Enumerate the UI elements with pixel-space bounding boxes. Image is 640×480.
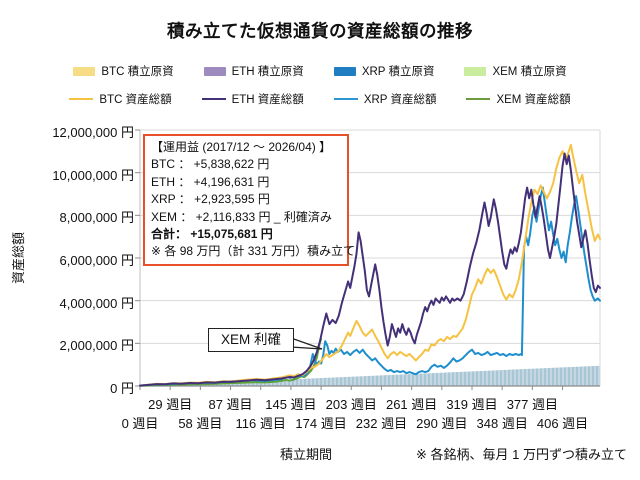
x-tick-label: 406 週目 (536, 416, 589, 431)
annotation-title: 【運用益 (2017/12 ～ 2026/04) 】 (151, 140, 332, 154)
x-tick-label: 145 週目 (265, 397, 317, 412)
xem-profit-callout: XEM 利確 (208, 328, 294, 352)
y-tick-label: 4,000,000 円 (59, 295, 134, 311)
legend-item-value-2: XRP 資産総額 (333, 91, 437, 107)
annotation-box: 【運用益 (2017/12 ～ 2026/04) 】 BTC ： +5,838,… (143, 134, 356, 266)
legend-item-value-3: XEM 資産総額 (466, 91, 571, 107)
x-tick-label: 29 週目 (148, 397, 193, 412)
series-line-xem (139, 338, 323, 387)
legend-swatch-icon (203, 66, 226, 76)
chart-footnote: ※ 各銘柄、毎月 1 万円ずつ積み立て (416, 447, 627, 462)
legend-item-value-1: ETH 資産総額 (201, 91, 304, 107)
y-tick-label: 8,000,000 円 (59, 210, 134, 226)
legend-item-principal-2: XRP 積立原資 (333, 63, 435, 79)
series-line-btc (139, 143, 601, 387)
legend-line-icon (466, 97, 491, 101)
legend-line-icon (201, 97, 226, 101)
y-tick-label: 12,000,000 円 (52, 125, 134, 140)
annotation-line-btc: BTC ： +5,838,622 円 (151, 157, 270, 172)
legend-item-principal-0: BTC 積立原資 (73, 63, 174, 79)
x-tick-label: 348 週目 (476, 416, 528, 431)
series-line-eth (139, 152, 601, 387)
legend-item-label: ETH 資産総額 (231, 94, 304, 106)
series-line-xrp (139, 186, 601, 387)
legend-item-principal-3: XEM 積立原資 (464, 63, 567, 79)
x-tick-label: 261 週目 (385, 397, 438, 412)
x-tick-label: 377 週目 (506, 397, 558, 412)
legend-swatch-icon (464, 66, 487, 76)
x-axis-title: 積立期間 (279, 447, 332, 462)
legend-item-label: XRP 資産総額 (363, 94, 437, 106)
annotation-note: ※ 各 98 万円（計 331 万円）積み立て (151, 244, 356, 259)
y-tick-label: 2,000,000 円 (59, 338, 134, 354)
legend-item-label: ETH 積立原資 (231, 66, 304, 78)
x-tick-label: 290 週目 (416, 416, 468, 431)
y-tick-label: 0 円 (110, 381, 134, 396)
x-tick-label: 58 週目 (178, 416, 223, 431)
x-tick-label: 319 週目 (446, 397, 498, 412)
legend-item-label: XRP 積立原資 (361, 66, 435, 78)
legend-item-label: BTC 資産総額 (99, 94, 172, 106)
legend-row-principal: BTC 積立原資 ETH 積立原資 XRP 積立原資 XEM 積立原資 (0, 64, 640, 78)
x-tick-label: 0 週目 (121, 416, 159, 431)
y-tick-label: 10,000,000 円 (52, 167, 134, 183)
annotation-line-xrp: XRP ： +2,923,595 円 (151, 192, 270, 207)
legend-item-value-0: BTC 資産総額 (69, 91, 172, 107)
x-tick-label: 203 週目 (325, 397, 377, 412)
legend-item-principal-1: ETH 積立原資 (203, 63, 304, 79)
y-tick-label: 6,000,000 円 (59, 253, 134, 268)
x-tick-label: 174 週目 (295, 416, 347, 431)
annotation-line-eth: ETH ： +4,196,631 円 (151, 174, 270, 189)
annotation-total: 合計： +15,075,681 円 (151, 227, 273, 242)
x-tick-label: 232 週目 (355, 416, 408, 431)
legend-swatch-icon (73, 66, 96, 76)
page-title: 積み立てた仮想通貨の資産総額の推移 (167, 21, 473, 41)
legend-item-label: XEM 資産総額 (496, 94, 571, 106)
x-tick-label: 87 週目 (208, 397, 253, 412)
legend-line-icon (333, 97, 358, 101)
legend-row-value: BTC 資産総額 ETH 資産総額 XRP 資産総額 XEM 資産総額 (0, 92, 640, 106)
x-tick-label: 116 週目 (235, 416, 286, 431)
legend-line-icon (69, 97, 94, 101)
legend-item-label: BTC 積立原資 (101, 66, 174, 78)
annotation-line-xem: XEM ： +2,116,833 円 _ 利確済み (151, 209, 332, 224)
legend-swatch-icon (333, 66, 356, 76)
legend-item-label: XEM 積立原資 (492, 66, 567, 78)
